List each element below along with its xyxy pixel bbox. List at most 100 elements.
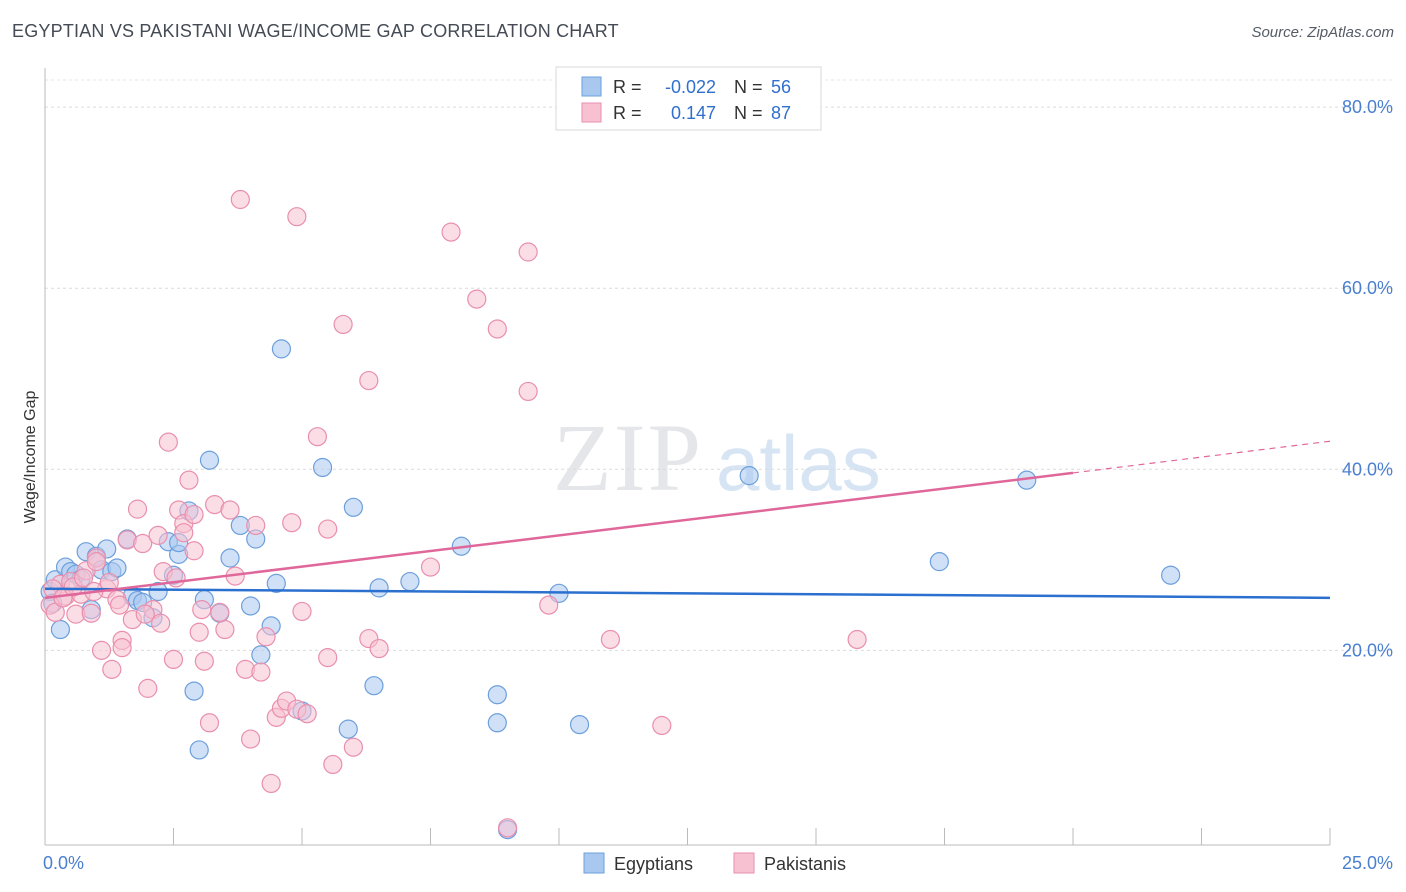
y-tick-label: 60.0% (1342, 278, 1393, 298)
legend-bottom-swatch-pakistanis (733, 852, 755, 874)
egyptians-point (369, 578, 389, 598)
pakistanis-point (467, 289, 487, 309)
pakistanis-point (184, 504, 204, 525)
pakistanis-point (318, 519, 338, 539)
pakistanis-point (163, 649, 184, 670)
pakistanis-point (174, 523, 194, 543)
egyptians-trend-line (44, 587, 1331, 600)
legend-n-value-egyptians: 56 (771, 77, 791, 97)
y-tick-label: 40.0% (1342, 459, 1393, 479)
pakistanis-point (246, 515, 266, 536)
pakistanis-point (307, 427, 328, 447)
pakistanis-point (194, 651, 214, 671)
egyptians-point (271, 339, 292, 359)
pakistanis-point (112, 638, 132, 658)
y-tick-label: 80.0% (1342, 97, 1393, 117)
egyptians-point (184, 681, 204, 701)
pakistanis-point (369, 638, 389, 659)
egyptians-point (148, 581, 168, 602)
egyptians-point (189, 740, 209, 760)
chart-title: EGYPTIAN VS PAKISTANI WAGE/INCOME GAP CO… (12, 21, 619, 41)
pakistanis-point (220, 500, 240, 520)
pakistanis-point (518, 242, 538, 262)
pakistanis-point (166, 568, 186, 588)
pakistanis-point (420, 557, 441, 577)
pakistanis-point (102, 659, 122, 679)
pakistanis-point (215, 619, 235, 640)
egyptians-point (1161, 565, 1181, 585)
pakistanis-point (652, 715, 672, 736)
egyptians-point (487, 713, 507, 733)
pakistanis-point (847, 629, 867, 650)
legend-bottom-label-pakistanis: Pakistanis (764, 854, 846, 874)
pakistanis-point (151, 613, 171, 633)
pakistanis-point (359, 370, 379, 391)
pakistanis-point (199, 713, 220, 733)
legend-bottom: Egyptians Pakistanis (583, 852, 846, 874)
egyptians-point (569, 714, 590, 735)
pakistanis-point (192, 600, 212, 620)
pakistanis-point (518, 381, 538, 402)
egyptians-point (50, 619, 71, 640)
egyptians-point (199, 450, 220, 470)
pakistanis-point (86, 552, 107, 572)
pakistanis-point (487, 319, 507, 339)
pakistanis-point (318, 647, 338, 668)
pakistanis-trend-extension (1072, 440, 1331, 474)
pakistanis-point (297, 704, 317, 724)
egyptians-point (929, 552, 949, 572)
pakistanis-point (282, 513, 302, 533)
pakistanis-point (81, 603, 101, 623)
legend-bottom-label-egyptians: Egyptians (614, 854, 693, 874)
pakistanis-point (261, 773, 281, 794)
pakistanis-point (91, 640, 112, 660)
pakistanis-point (441, 222, 461, 242)
pakistanis-point (135, 604, 155, 624)
pakistanis-point (241, 729, 261, 749)
pakistanis-point (323, 754, 343, 775)
egyptians-point (251, 645, 271, 665)
pakistanis-point (127, 499, 148, 519)
source-label: Source: ZipAtlas.com (1251, 24, 1394, 41)
legend-top: R = -0.022 N = 56 R = 0.147 N = 87 (555, 66, 822, 131)
pakistanis-trend-line (44, 471, 1074, 600)
pakistanis-point (343, 737, 363, 757)
pakistanis-point (251, 662, 271, 682)
legend-n-value-pakistanis: 87 (771, 103, 791, 123)
y-tick-label: 20.0% (1342, 640, 1393, 660)
egyptians-point (241, 596, 261, 616)
pakistanis-point (539, 595, 559, 615)
legend-n-label-egyptians: N = (734, 77, 763, 97)
watermark-zip: ZIP (553, 404, 703, 511)
watermark-atlas: atlas (716, 419, 881, 507)
pakistanis-point (256, 627, 276, 647)
egyptians-point (739, 466, 759, 486)
egyptians-point (266, 573, 286, 593)
pakistanis-point (292, 601, 312, 622)
pakistanis-point (99, 572, 119, 593)
pakistanis-point (333, 314, 353, 335)
pakistanis-point (179, 470, 199, 490)
legend-r-value-pakistanis: 0.147 (671, 103, 716, 123)
legend-bottom-swatch-egyptians (583, 852, 605, 874)
pakistanis-point (148, 525, 168, 545)
egyptians-point (364, 676, 384, 696)
egyptians-point (312, 457, 333, 478)
pakistanis-point (158, 432, 178, 452)
pakistanis-point (184, 541, 204, 561)
pakistanis-point (133, 533, 153, 554)
legend-r-value-egyptians: -0.022 (665, 77, 716, 97)
legend-r-label-egyptians: R = (613, 77, 642, 97)
egyptians-point (343, 497, 363, 517)
egyptians-point (487, 685, 507, 705)
pakistanis-point (210, 602, 230, 622)
legend-n-label-pakistanis: N = (734, 103, 763, 123)
pakistanis-point (498, 818, 518, 838)
legend-r-label-pakistanis: R = (613, 103, 642, 123)
pakistanis-point (230, 189, 250, 210)
legend-swatch-pakistanis (581, 102, 602, 123)
egyptians-point (400, 571, 420, 592)
pakistanis-point (109, 595, 130, 615)
egyptians-point (338, 719, 358, 739)
